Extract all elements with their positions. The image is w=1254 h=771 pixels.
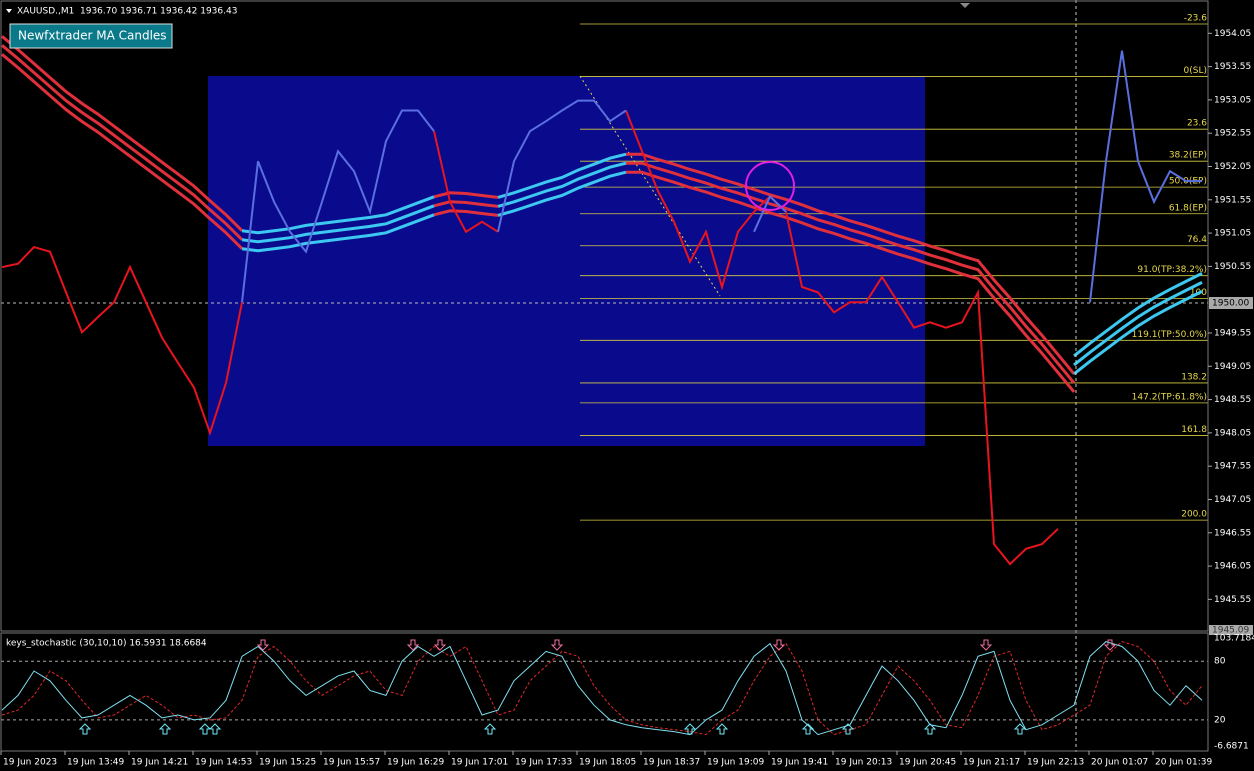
time-label: 20 Jun 01:39 — [1155, 758, 1212, 768]
price-tick-label: 1946.55 — [1214, 528, 1251, 538]
button-label[interactable]: Newfxtrader MA Candles — [18, 29, 167, 43]
time-label: 19 Jun 2023 — [3, 758, 57, 768]
time-label: 19 Jun 20:13 — [835, 758, 892, 768]
time-label: 19 Jun 21:17 — [963, 758, 1020, 768]
fib-trend-line — [579, 75, 721, 297]
stoch-tick-label: 103.7184 — [1214, 634, 1254, 644]
down-arrow — [772, 639, 786, 651]
price-tick-label: 1946.05 — [1214, 562, 1251, 572]
up-arrow — [683, 723, 697, 735]
time-label: 19 Jun 18:05 — [579, 758, 636, 768]
ma-band — [1, 44, 1076, 384]
price-tick-label: 1948.55 — [1214, 395, 1251, 405]
up-arrow — [158, 723, 172, 735]
time-label: 20 Jun 01:07 — [1091, 758, 1148, 768]
price-tick-label: 1950.55 — [1214, 262, 1251, 272]
price-tick-label: 1947.55 — [1214, 462, 1251, 472]
shift-marker — [960, 3, 970, 8]
price-tick-label: 1953.55 — [1214, 62, 1251, 72]
quote: 1936.70 1936.71 1936.42 1936.43 — [80, 7, 237, 17]
price-tick-label: 1953.05 — [1214, 95, 1251, 105]
fib-label: -23.6 — [1184, 13, 1208, 23]
up-arrow — [78, 723, 92, 735]
price-line — [241, 50, 1202, 303]
time-label: 19 Jun 15:25 — [259, 758, 316, 768]
ma-band — [1, 35, 1076, 375]
fib-label: 76.4 — [1187, 235, 1207, 245]
time-label: 19 Jun 17:33 — [515, 758, 572, 768]
fib-label: 138.2 — [1181, 372, 1207, 382]
up-arrow — [923, 723, 937, 735]
time-label: 19 Jun 13:49 — [67, 758, 124, 768]
up-arrow — [841, 723, 855, 735]
plot-layer — [1, 35, 1203, 736]
stoch-tick-label: -6.6871 — [1214, 742, 1249, 752]
stoch-tick-label: 80 — [1214, 657, 1226, 667]
time-label: 19 Jun 19:09 — [707, 758, 764, 768]
main-frame — [0, 0, 1209, 632]
indicator-button[interactable] — [9, 23, 173, 49]
highlight-circle — [745, 161, 795, 211]
time-label: 19 Jun 22:13 — [1027, 758, 1084, 768]
fib-label: 61.8(EP) — [1169, 203, 1207, 213]
price-tick-label: 1945.55 — [1214, 595, 1251, 605]
time-label: 19 Jun 20:45 — [899, 758, 956, 768]
down-arrow — [979, 639, 993, 651]
time-label: 19 Jun 16:29 — [387, 758, 444, 768]
down-arrow — [1103, 639, 1117, 651]
fib-label: 200.0 — [1181, 510, 1207, 520]
fib-label: 91.0(TP:38.2%) — [1137, 265, 1207, 275]
up-arrow — [1013, 723, 1027, 735]
price-tick-label: 1948.05 — [1214, 428, 1251, 438]
time-label: 19 Jun 14:21 — [131, 758, 188, 768]
stoch-main — [1, 641, 1203, 736]
zone-rectangle — [208, 76, 925, 446]
fib-label: 147.2(TP:61.8%) — [1132, 392, 1207, 402]
fib-label: 161.8 — [1181, 425, 1207, 435]
price-tick-label: 1951.55 — [1214, 195, 1251, 205]
ma-band — [241, 161, 1203, 367]
bottom-price-label: 1945.09 — [1212, 626, 1249, 636]
time-label: 19 Jun 17:01 — [451, 758, 508, 768]
fib-label: 119.1(TP:50.0%) — [1132, 330, 1207, 340]
current-price-box — [1209, 297, 1253, 310]
down-arrow — [433, 639, 447, 651]
ma-band — [241, 170, 1203, 376]
price-tick-label: 1952.05 — [1214, 162, 1251, 172]
time-label: 19 Jun 14:53 — [195, 758, 252, 768]
price-tick-label: 1951.05 — [1214, 229, 1251, 239]
fib-label: 0(SL) — [1184, 66, 1207, 76]
time-label: 19 Jun 18:37 — [643, 758, 700, 768]
up-arrow — [483, 723, 497, 735]
down-arrow — [550, 639, 564, 651]
ma-band — [1, 53, 1076, 393]
price-tick-label: 1949.55 — [1214, 328, 1251, 338]
price-tick-label: 1952.55 — [1214, 129, 1251, 139]
symbol: XAUUSD.,M1 — [17, 7, 74, 17]
time-label: 19 Jun 19:41 — [771, 758, 828, 768]
up-arrow — [801, 723, 815, 735]
current-price-label: 1950.00 — [1212, 299, 1249, 309]
price-tick-label: 1949.05 — [1214, 362, 1251, 372]
fib-label: 38.2(EP) — [1169, 151, 1207, 161]
stochastic-label: keys_stochastic (30,10,10) 16.5931 18.66… — [6, 639, 207, 649]
menu-arrow[interactable] — [6, 9, 12, 13]
price-tick-label: 1954.05 — [1214, 29, 1251, 39]
sub-frame — [0, 632, 1209, 752]
fib-label: 23.6 — [1187, 119, 1207, 129]
up-arrow — [208, 723, 222, 735]
stoch-tick-label: 20 — [1214, 715, 1226, 725]
bottom-price-box — [1209, 625, 1253, 635]
down-arrow — [406, 639, 420, 651]
price-tick-label: 1947.05 — [1214, 495, 1251, 505]
time-label: 19 Jun 15:57 — [323, 758, 380, 768]
price-line — [1, 110, 1059, 566]
ma-band — [241, 152, 1203, 358]
down-arrow — [256, 639, 270, 651]
up-arrow — [715, 723, 729, 735]
stoch-signal — [1, 641, 1203, 736]
